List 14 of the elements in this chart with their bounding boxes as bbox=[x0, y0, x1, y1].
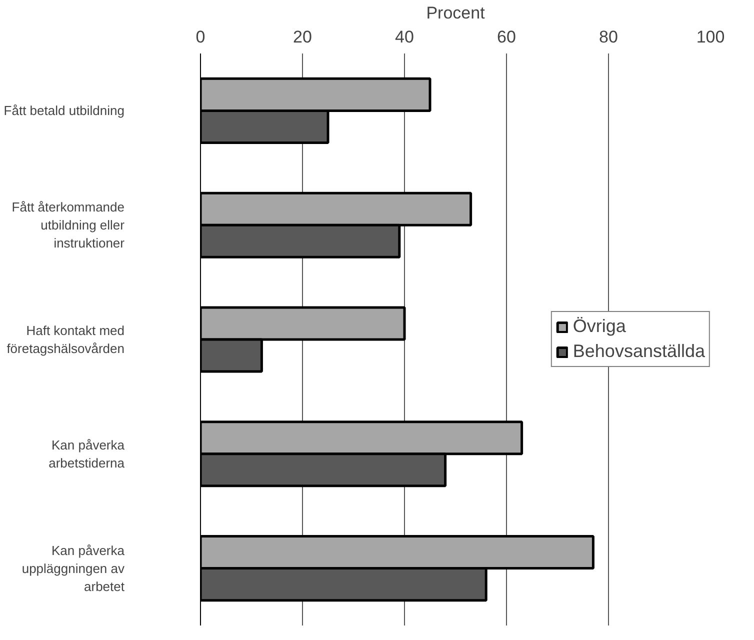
x-tick-label: 80 bbox=[599, 28, 618, 46]
legend-label: Behovsanställda bbox=[572, 341, 705, 362]
x-tick-label: 0 bbox=[196, 28, 206, 46]
y-tick-label: Kan påverka uppläggningen av arbetet bbox=[22, 542, 126, 594]
x-tick-label: 40 bbox=[395, 28, 414, 46]
x-axis-title: Procent bbox=[426, 4, 486, 22]
y-tick-label: Fått återkommande utbildning eller instruktioner bbox=[12, 200, 126, 251]
x-tick-label: 60 bbox=[497, 28, 516, 46]
y-tick-label: Fått betald utbildning bbox=[4, 103, 125, 118]
legend-label: Övriga bbox=[572, 316, 626, 337]
y-tick-label: Haft kontakt med företagshälsovården bbox=[6, 323, 125, 356]
x-tick-label: 20 bbox=[293, 28, 312, 46]
y-tick-label: Kan påverka arbetstiderna bbox=[48, 437, 126, 470]
x-tick-label: 100 bbox=[696, 28, 725, 46]
